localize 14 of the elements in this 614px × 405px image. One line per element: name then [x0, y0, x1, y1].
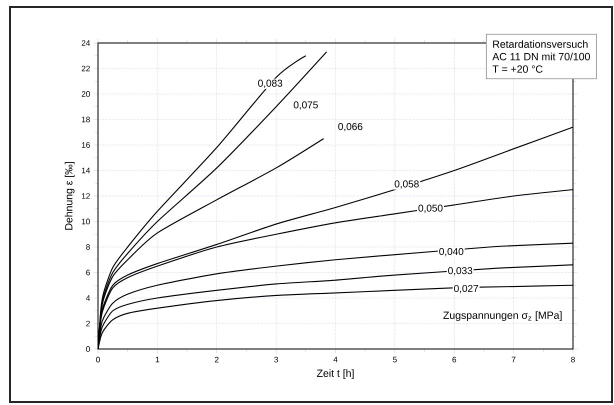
annotation: 0,083 — [258, 80, 282, 88]
annotation: Zugspannungen σ$_{z}$ [MPa] — [443, 311, 562, 321]
annotation: 0,058 — [394, 180, 419, 189]
annotation: 0,040 — [439, 248, 464, 256]
x-axis-title: Zeit t [h] — [316, 369, 354, 380]
annotation: 0,033 — [448, 267, 472, 276]
annotation: AC 11 DN mit 70/100 — [492, 52, 590, 60]
annotation: 0,027 — [454, 284, 478, 294]
annotation: Retardationsversuch — [493, 40, 588, 48]
annotation: 0,050 — [418, 204, 443, 213]
annotation: 0,075 — [294, 101, 318, 110]
annotation: 0,066 — [338, 123, 362, 132]
annotation: T = +20 °C — [492, 65, 543, 73]
y-axis-title: Dehnung ε [‰] — [64, 162, 75, 230]
